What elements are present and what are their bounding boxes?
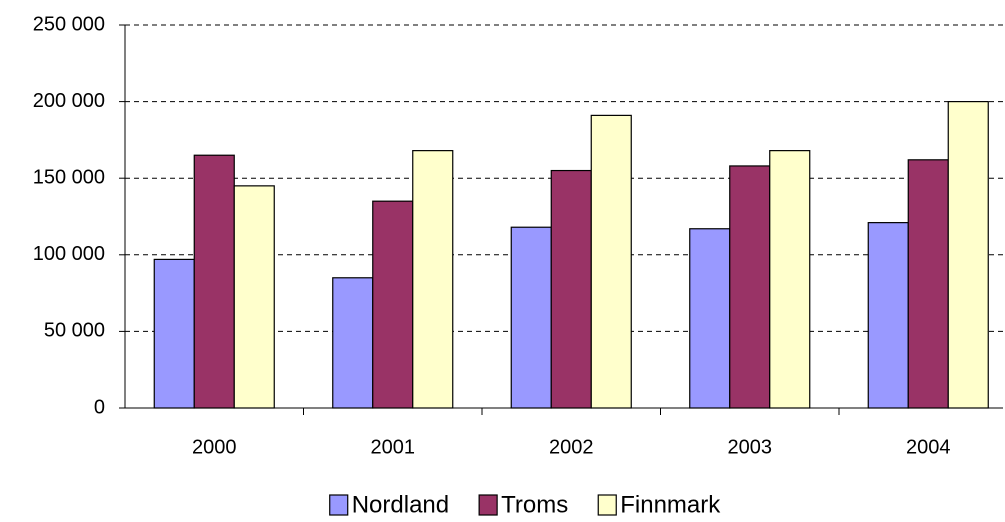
bar xyxy=(769,150,811,409)
bar xyxy=(729,165,771,409)
bar xyxy=(233,185,275,409)
y-tick-label: 150 000 xyxy=(33,166,105,188)
legend-swatch xyxy=(597,494,617,516)
x-tick-label: 2000 xyxy=(192,436,237,458)
x-tick-label: 2004 xyxy=(906,436,951,458)
legend-item: Nordland xyxy=(329,491,449,518)
x-tick-label: 2003 xyxy=(728,436,773,458)
y-tick-label: 0 xyxy=(94,396,105,418)
y-tick-label: 200 000 xyxy=(33,90,105,112)
legend-label: Troms xyxy=(501,491,568,518)
bar xyxy=(867,222,909,409)
legend-label: Nordland xyxy=(352,491,449,518)
bar xyxy=(947,100,989,409)
bar xyxy=(510,226,552,409)
legend-item: Troms xyxy=(478,491,568,518)
x-tick-label: 2001 xyxy=(371,436,416,458)
bar xyxy=(153,258,195,409)
bar xyxy=(550,169,592,409)
legend-item: Finnmark xyxy=(597,491,721,518)
legend-swatch xyxy=(478,494,498,516)
legend: Nordland Troms Finnmark xyxy=(329,491,721,518)
bar xyxy=(372,200,414,409)
y-tick-label: 250 000 xyxy=(33,13,105,35)
bar xyxy=(193,154,235,409)
bar xyxy=(332,277,374,409)
bar xyxy=(689,228,731,409)
y-tick-label: 100 000 xyxy=(33,243,105,265)
legend-label: Finnmark xyxy=(620,491,721,518)
legend-swatch xyxy=(329,494,349,516)
bar xyxy=(412,150,454,409)
bar xyxy=(907,159,949,409)
bar xyxy=(590,114,632,409)
y-tick-label: 50 000 xyxy=(44,320,105,342)
x-tick-label: 2002 xyxy=(549,436,594,458)
